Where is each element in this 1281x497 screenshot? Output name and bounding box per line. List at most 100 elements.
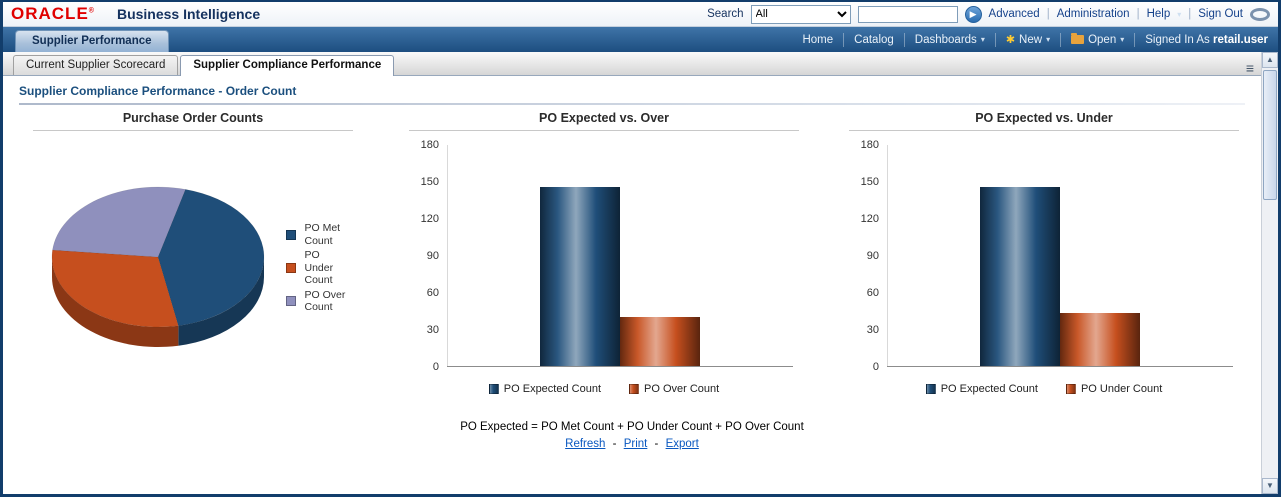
bar-po-expected-count: [980, 187, 1060, 366]
po-expected-vs-under-chart: PO Expected vs. Under 180 150 120 90 60 30 0 P…: [849, 111, 1239, 395]
export-link[interactable]: Export: [665, 438, 699, 450]
dashboard-content: Supplier Compliance Performance - Order …: [3, 76, 1261, 494]
chevron-down-icon: ▾: [1046, 35, 1051, 44]
user-name: retail.user: [1213, 33, 1268, 46]
pie-chart: [51, 186, 264, 348]
print-link[interactable]: Print: [623, 438, 648, 450]
bars: [887, 145, 1233, 366]
legend-swatch: [925, 384, 936, 394]
title-divider: [19, 103, 1245, 105]
legend-label: PO Met Count: [304, 221, 341, 247]
chart-title: Purchase Order Counts: [33, 111, 353, 131]
page-title: Supplier Compliance Performance - Order …: [19, 84, 297, 98]
separator: -: [612, 438, 617, 450]
x-axis-line: [447, 366, 793, 367]
signed-in-as: Signed In As retail.user: [1145, 33, 1268, 46]
registered-mark: ®: [88, 7, 95, 15]
bar-plot: 180 150 120 90 60 30 0: [849, 139, 1239, 373]
y-axis-tick-label: 90: [866, 250, 879, 262]
catalog-link[interactable]: Catalog: [854, 33, 894, 46]
sign-out-link[interactable]: Sign Out: [1198, 8, 1243, 20]
advanced-link[interactable]: Advanced: [988, 8, 1040, 20]
bars: [447, 145, 793, 366]
new-icon: ✱: [1005, 34, 1016, 46]
po-expected-vs-over-chart: PO Expected vs. Over 180 150 120 90 60 30 0 PO…: [409, 111, 799, 395]
pie-slice: [157, 189, 264, 326]
legend-label: PO Over Count: [304, 288, 346, 314]
y-axis-tick-label: 90: [426, 250, 439, 262]
scroll-thumb[interactable]: [1263, 70, 1277, 200]
chart-legend: PO Expected Count PO Over Count: [409, 383, 799, 395]
new-menu[interactable]: ✱ New ▾: [1005, 33, 1051, 47]
legend-item: PO Under Count: [285, 249, 347, 287]
dashboards-menu[interactable]: Dashboards ▾: [914, 33, 985, 46]
y-axis-tick-label: 0: [872, 361, 879, 373]
vertical-scrollbar[interactable]: ▲ ▼: [1261, 52, 1278, 494]
chart-legend: PO Expected Count PO Under Count: [849, 383, 1239, 395]
separator: [903, 32, 905, 47]
y-axis-tick-label: 120: [420, 213, 439, 225]
chart-legend: PO Met Count PO Under Count PO Over Count: [285, 221, 347, 314]
top-bar: ORACLE® Business Intelligence Search All…: [3, 2, 1278, 27]
legend-item: PO Expected Count: [925, 383, 1038, 395]
po-expected-formula-note: PO Expected = PO Met Count + PO Under Co…: [460, 421, 804, 433]
oracle-logo: ORACLE®: [11, 4, 95, 23]
chevron-down-icon: ▾: [1120, 35, 1125, 44]
legend-item: PO Over Count: [629, 383, 719, 395]
pie-slice-side: [177, 257, 264, 346]
legend-swatch: [285, 263, 296, 273]
refresh-link[interactable]: Refresh: [565, 438, 606, 450]
y-axis-line: [887, 145, 888, 367]
x-axis-line: [887, 366, 1233, 367]
bar-po-over-count: [620, 316, 700, 366]
separator: [843, 32, 845, 47]
y-axis-tick-label: 150: [420, 176, 439, 188]
y-axis-tick-label: 60: [426, 287, 439, 299]
search-scope-select[interactable]: All: [750, 4, 851, 24]
y-axis-tick-label: 180: [860, 139, 879, 151]
scroll-up-button[interactable]: ▲: [1262, 52, 1278, 68]
search-input[interactable]: [857, 5, 958, 23]
legend-swatch: [285, 296, 296, 307]
search-label: Search: [707, 8, 744, 20]
pie-slice-side: [51, 257, 178, 348]
y-axis-tick-label: 150: [860, 176, 879, 188]
legend-swatch: [285, 229, 296, 240]
purchase-order-counts-chart: Purchase Order Counts PO Met Count PO Und…: [33, 111, 353, 395]
scroll-down-button[interactable]: ▼: [1262, 478, 1278, 494]
bar-plot: 180 150 120 90 60 30 0: [409, 139, 799, 373]
tab-supplier-compliance-performance[interactable]: Supplier Compliance Performance: [180, 55, 395, 76]
separator: |: [1046, 8, 1050, 20]
open-menu[interactable]: Open ▾: [1071, 33, 1125, 46]
dashboard-bar-right: Home Catalog Dashboards ▾ ✱ New ▾ Open ▾ Sig…: [802, 27, 1268, 52]
y-axis-line: [447, 145, 448, 367]
charts-row: Purchase Order Counts PO Met Count PO Und…: [33, 111, 1261, 395]
legend-swatch: [488, 384, 499, 394]
chart-title: PO Expected vs. Under: [849, 111, 1239, 131]
separator: -: [654, 438, 659, 450]
search-go-button[interactable]: ▶: [964, 5, 982, 23]
home-link[interactable]: Home: [802, 33, 834, 46]
chevron-down-icon: ▾: [980, 35, 985, 44]
page-tab-strip: Current Supplier Scorecard Supplier Comp…: [3, 52, 1278, 76]
help-link[interactable]: Help: [1146, 8, 1171, 20]
legend-swatch: [1065, 384, 1076, 394]
separator: |: [1188, 8, 1192, 20]
y-axis-tick-label: 120: [860, 213, 879, 225]
y-axis-tick-label: 60: [866, 287, 879, 299]
pie-slice: [51, 249, 179, 328]
oracle-globe-icon: [1250, 7, 1270, 21]
page-options-icon[interactable]: ≡: [1245, 60, 1254, 76]
administration-link[interactable]: Administration: [1056, 8, 1130, 20]
tab-current-supplier-scorecard[interactable]: Current Supplier Scorecard: [13, 55, 179, 75]
bar-po-under-count: [1060, 312, 1140, 366]
bar-po-expected-count: [540, 187, 620, 366]
dashboard-tab-supplier-performance[interactable]: Supplier Performance: [15, 30, 169, 52]
dashboard-action-links: Refresh - Print - Export: [3, 438, 1261, 450]
pie-area: PO Met Count PO Under Count PO Over Count: [33, 173, 353, 363]
y-axis-tick-label: 30: [866, 324, 879, 336]
dashboard-bar: Supplier Performance Home Catalog Dashbo…: [3, 27, 1278, 52]
y-axis-tick-label: 30: [426, 324, 439, 336]
legend-swatch: [629, 384, 640, 394]
